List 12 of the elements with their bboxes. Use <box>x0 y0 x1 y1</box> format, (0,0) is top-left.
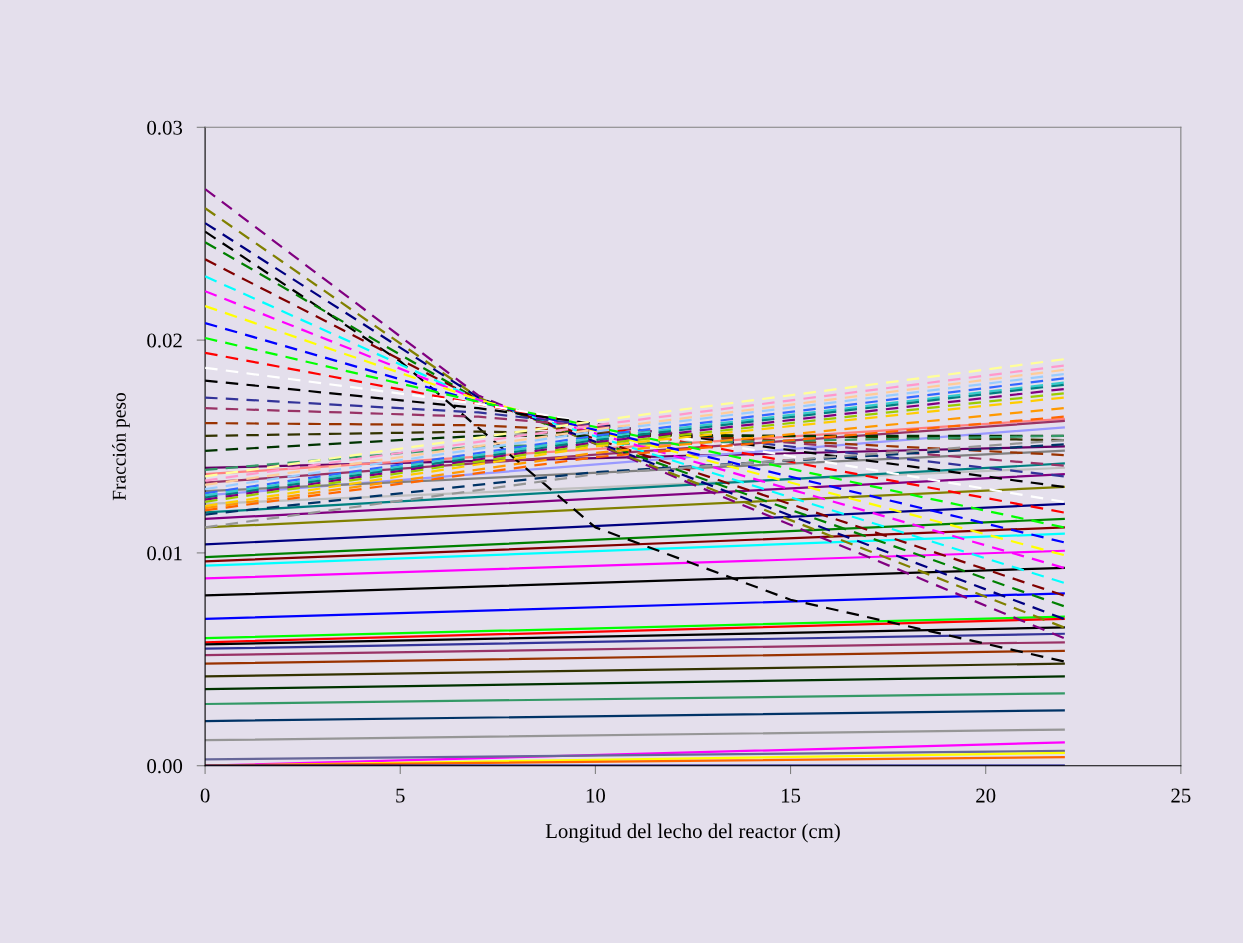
y-tick-label: 0.03 <box>147 120 183 135</box>
x-tick-label: 20 <box>976 788 996 803</box>
x-tick-label: 10 <box>586 788 606 803</box>
x-tick-label: 0 <box>200 788 210 803</box>
x-tick-label: 5 <box>396 788 405 803</box>
x-tick-label: 25 <box>1171 788 1191 803</box>
x-axis-title: Longitud del lecho del reactor (cm) <box>545 823 840 843</box>
y-tick-label: 0.01 <box>147 546 182 561</box>
x-tick-label: 15 <box>781 788 801 803</box>
y-axis-title: Fracción peso <box>112 392 130 501</box>
y-tick-label: 0.00 <box>147 759 183 774</box>
y-tick-label: 0.02 <box>147 333 182 348</box>
